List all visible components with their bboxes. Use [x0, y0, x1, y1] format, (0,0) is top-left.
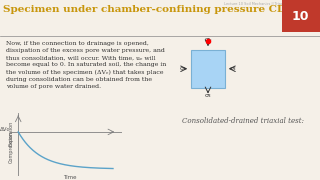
Text: Now, if the connection to drainage is opened,
dissipation of the excess pore wat: Now, if the connection to drainage is op… [6, 41, 167, 89]
Text: σ₁: σ₁ [205, 37, 211, 42]
Text: Expansion: Expansion [9, 121, 14, 146]
FancyBboxPatch shape [191, 50, 225, 88]
Text: σ₃: σ₃ [230, 66, 236, 71]
Text: 10: 10 [292, 10, 309, 23]
Text: Consolidated-drained triaxial test:: Consolidated-drained triaxial test: [182, 117, 304, 125]
Text: Specimen under chamber-confining pressure CD Test: Specimen under chamber-confining pressur… [3, 5, 314, 14]
Text: ΔVc: ΔVc [0, 127, 11, 132]
Text: Time: Time [63, 175, 77, 180]
Text: σ₃: σ₃ [180, 66, 186, 71]
Text: Compression: Compression [9, 131, 14, 163]
FancyBboxPatch shape [282, 0, 320, 32]
Text: Lecture 10 Soil Mechanics II Triaxial Part 1: Lecture 10 Soil Mechanics II Triaxial Pa… [224, 2, 299, 6]
Text: σ₃: σ₃ [205, 93, 211, 98]
